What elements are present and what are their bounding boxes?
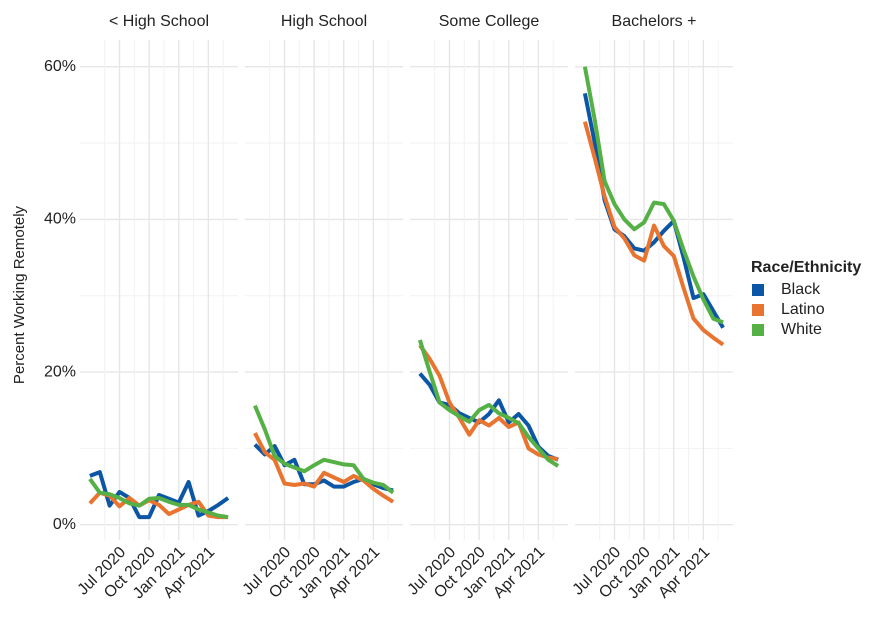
y-tick-label: 20% [44, 363, 76, 380]
legend-swatch [752, 284, 764, 296]
legend-swatch [752, 324, 764, 336]
line [418, 344, 559, 462]
line [253, 404, 395, 495]
legend-label: Latino [781, 301, 825, 318]
line [582, 66, 724, 325]
panel-title: Bachelors + [612, 13, 697, 30]
legend-title: Race/Ethnicity [751, 259, 861, 276]
y-tick-label: 60% [44, 58, 76, 75]
panel-title: High School [281, 13, 367, 30]
panel-title: < High School [109, 13, 209, 30]
grid [410, 40, 568, 540]
grid [245, 40, 403, 540]
legend-swatch [752, 304, 764, 316]
y-tick-label: 40% [44, 211, 76, 228]
y-tick-label: 0% [53, 516, 76, 533]
legend-label: Black [781, 281, 821, 298]
grid [575, 40, 733, 540]
grid [80, 40, 238, 540]
y-axis-label: Percent Working Remotely [11, 205, 28, 384]
line [88, 477, 229, 520]
line [417, 339, 560, 468]
panel-title: Some College [439, 13, 540, 30]
legend-label: White [781, 321, 822, 338]
line [582, 121, 725, 347]
line [253, 432, 395, 504]
